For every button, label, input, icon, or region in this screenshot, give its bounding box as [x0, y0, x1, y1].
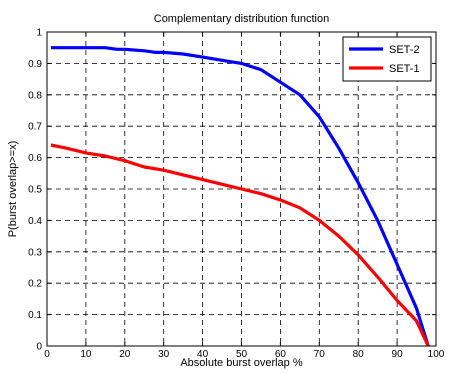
x-tick-label: 20	[119, 349, 131, 360]
x-tick-label: 50	[236, 349, 248, 360]
y-tick-label: 0.5	[28, 185, 42, 196]
x-tick-label: 10	[80, 349, 92, 360]
y-tick-label: 0.7	[28, 122, 42, 133]
x-tick-label: 90	[392, 349, 404, 360]
y-tick-label: 0.4	[28, 216, 42, 227]
x-axis-label: Absolute burst overlap %	[180, 357, 303, 369]
y-tick-label: 0.8	[28, 90, 42, 101]
x-tick-label: 100	[428, 349, 445, 360]
y-tick-label: 0.1	[28, 310, 42, 321]
x-tick-label: 30	[158, 349, 170, 360]
y-tick-label: 0.6	[28, 153, 42, 164]
axis-ticks: 0 10 20 30 40 50 60 70 80 90 100 0 0.1 0.2 0.3 0.4 0.5 0.…	[28, 28, 445, 361]
y-tick-label: 0.9	[28, 59, 42, 70]
series-line-set-2	[50, 46, 430, 347]
x-tick-label: 80	[353, 349, 365, 360]
chart-title: Complementary distribution function	[154, 13, 329, 25]
series-line-set-1	[50, 143, 430, 347]
y-tick-label: 0.3	[28, 247, 42, 258]
x-tick-label: 40	[197, 349, 209, 360]
y-tick-label: 0.2	[28, 279, 42, 290]
x-tick-label: 70	[314, 349, 326, 360]
y-tick-label: 1	[36, 28, 42, 39]
series-lines	[50, 46, 430, 347]
x-tick-label: 60	[275, 349, 287, 360]
legend-box	[342, 36, 432, 82]
legend-label-set-2: SET-2	[389, 44, 420, 56]
x-tick-label: 0	[44, 349, 50, 360]
legend: SET-2 SET-1	[342, 36, 432, 82]
y-tick-label: 0	[36, 342, 42, 353]
legend-label-set-1: SET-1	[389, 63, 420, 75]
y-axis-label: P(burst overlap>=x)	[7, 141, 19, 238]
